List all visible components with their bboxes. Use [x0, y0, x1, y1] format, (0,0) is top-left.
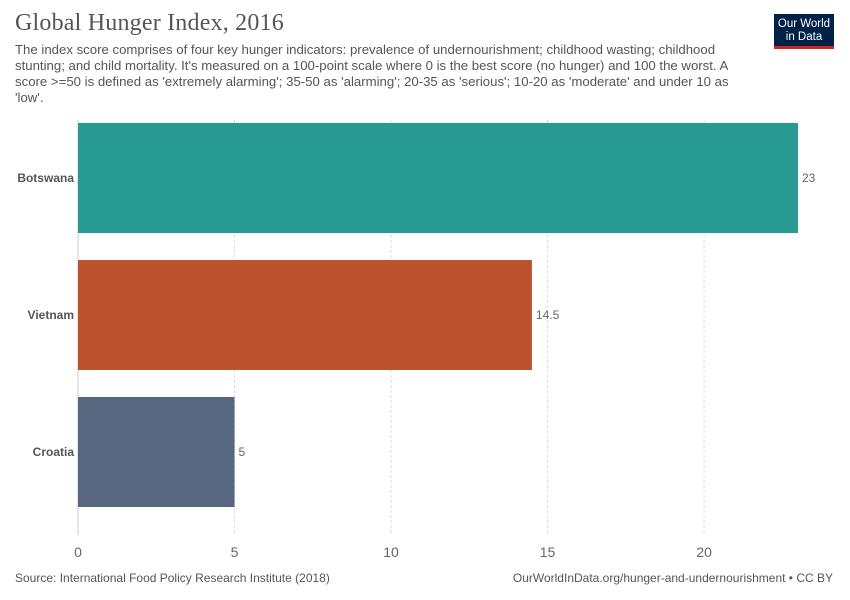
- owid-logo[interactable]: Our World in Data: [774, 14, 834, 49]
- source-url[interactable]: OurWorldInData.org/hunger-and-undernouri…: [512, 571, 833, 585]
- category-label-croatia: Croatia: [33, 445, 75, 459]
- x-tick-label-15: 15: [540, 544, 556, 560]
- logo-line-2: in Data: [785, 31, 823, 43]
- category-label-botswana: Botswana: [17, 171, 74, 185]
- bar-vietnam: [78, 260, 532, 370]
- x-tick-label-10: 10: [383, 544, 399, 560]
- x-tick-label-0: 0: [74, 544, 82, 560]
- x-tick-label-5: 5: [231, 544, 239, 560]
- chart-subtitle: The index score comprises of four key hu…: [15, 42, 729, 105]
- value-label-croatia: 5: [239, 445, 246, 459]
- category-label-vietnam: Vietnam: [28, 308, 74, 322]
- bar-croatia: [78, 397, 235, 507]
- logo-line-1: Our World: [777, 18, 831, 30]
- chart-title: Global Hunger Index, 2016: [15, 10, 284, 36]
- bar-botswana: [78, 123, 798, 233]
- value-label-botswana: 23: [802, 171, 816, 185]
- x-tick-label-20: 20: [696, 544, 712, 560]
- source-note: Source: International Food Policy Resear…: [15, 571, 330, 585]
- value-label-vietnam: 14.5: [536, 308, 560, 322]
